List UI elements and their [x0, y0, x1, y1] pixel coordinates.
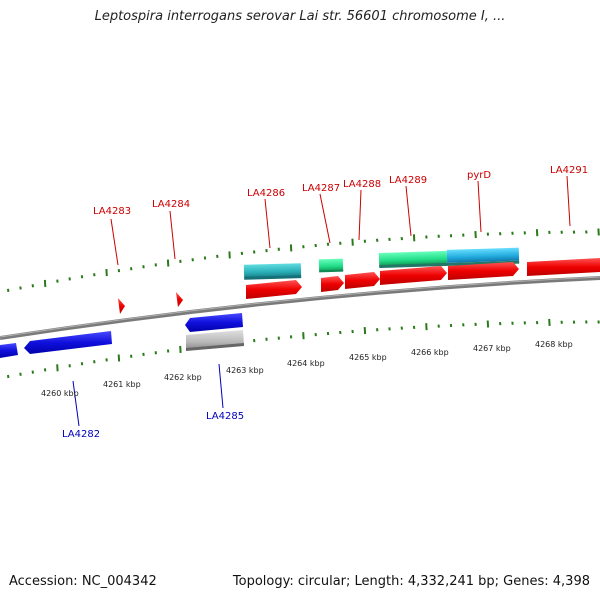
label-leader-lines: [72, 175, 571, 427]
feature-la4286-teal[interactable]: [243, 263, 302, 278]
forward-features: [118, 247, 600, 314]
scale-label-4266: 4266 kbp: [411, 348, 449, 357]
gene-la4286-arrow[interactable]: [246, 280, 302, 299]
gene-la4282-arrow[interactable]: [24, 331, 112, 354]
scale-label-4261: 4261 kbp: [103, 380, 141, 389]
label-la4286[interactable]: LA4286: [247, 188, 285, 199]
feature-pyrD-lightblue[interactable]: [446, 247, 520, 263]
scale-label-4265: 4265 kbp: [349, 353, 387, 362]
label-la4285[interactable]: LA4285: [206, 411, 244, 422]
scale-labels: 4260 kbp 4261 kbp 4262 kbp 4263 kbp 4264…: [41, 340, 573, 398]
feature-la4289-green[interactable]: [378, 250, 448, 267]
gene-la4285-arrow[interactable]: [185, 313, 243, 332]
label-la4282[interactable]: LA4282: [62, 429, 100, 440]
label-pyrD[interactable]: pyrD: [467, 170, 491, 181]
label-la4283[interactable]: LA4283: [93, 206, 131, 217]
scale-label-4268: 4268 kbp: [535, 340, 573, 349]
genome-backbone-highlight: [0, 276, 600, 338]
scale-label-4267: 4267 kbp: [473, 344, 511, 353]
feature-la4287-green[interactable]: [318, 258, 344, 272]
gene-left-partial-arrow[interactable]: [0, 343, 18, 358]
gene-la4287-arrow[interactable]: [321, 276, 344, 292]
reverse-gene-labels: LA4282 LA4285: [62, 411, 244, 440]
map-title: Leptospira interrogans serovar Lai str. …: [94, 9, 506, 24]
label-la4291[interactable]: LA4291: [550, 165, 588, 176]
accession-text: Accession: NC_004342: [9, 574, 157, 589]
gene-la4288-arrow[interactable]: [345, 272, 380, 289]
label-la4284[interactable]: LA4284: [152, 199, 190, 210]
gene-la4284-marker[interactable]: [176, 292, 183, 307]
topology-summary-text: Topology: circular; Length: 4,332,241 bp…: [232, 574, 590, 589]
outer-tick-marks: [7, 228, 600, 293]
label-la4288[interactable]: LA4288: [343, 179, 381, 190]
reverse-features: [0, 313, 244, 358]
gene-la4283-marker[interactable]: [118, 298, 125, 314]
gene-pyrD-arrow[interactable]: [448, 262, 519, 280]
scale-label-4264: 4264 kbp: [287, 359, 325, 368]
scale-label-4262: 4262 kbp: [164, 373, 202, 382]
genome-backbone: [0, 276, 600, 340]
forward-gene-labels: LA4283 LA4284 LA4286 LA4287 LA4288 LA428…: [93, 165, 588, 217]
gene-la4291-arrow[interactable]: [527, 258, 600, 276]
scale-label-4263: 4263 kbp: [226, 366, 264, 375]
label-la4287[interactable]: LA4287: [302, 183, 340, 194]
label-la4289[interactable]: LA4289: [389, 175, 427, 186]
gene-la4289-arrow[interactable]: [380, 266, 447, 285]
scale-label-4260: 4260 kbp: [41, 389, 79, 398]
